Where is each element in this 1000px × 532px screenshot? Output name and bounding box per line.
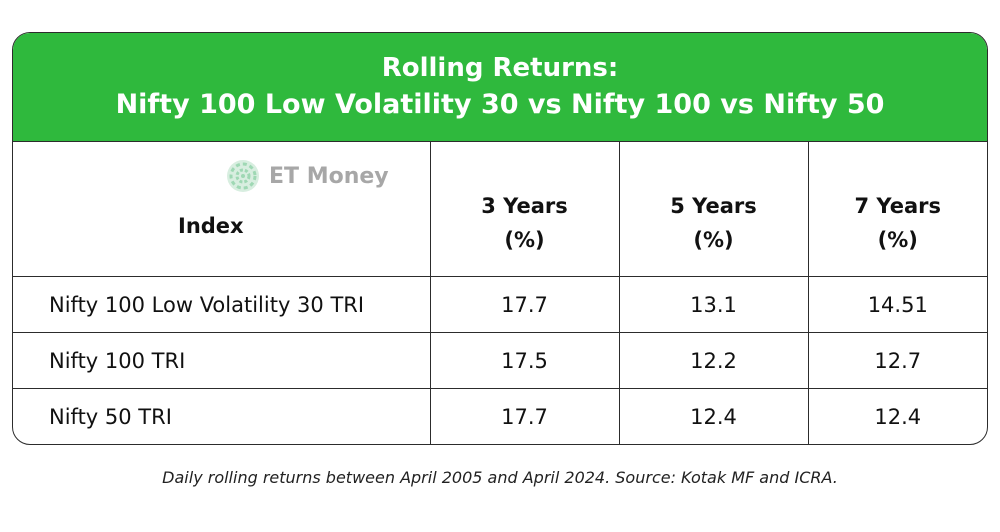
title-line-2: Nifty 100 Low Volatility 30 vs Nifty 100… (115, 89, 885, 120)
returns-table-card: Rolling Returns: Nifty 100 Low Volatilit… (12, 32, 988, 445)
row-3y-value: 17.7 (430, 388, 620, 444)
source-footnote: Daily rolling returns between April 2005… (162, 468, 838, 487)
et-money-logo-icon (227, 160, 259, 192)
row-3y-value: 17.5 (430, 332, 620, 389)
header-5-years-line1: 5 Years (670, 194, 757, 218)
row-7y-value: 12.7 (808, 332, 987, 389)
header-index-label: Index (178, 214, 244, 238)
row-index-name: Nifty 100 TRI (13, 332, 431, 389)
title-banner: Rolling Returns: Nifty 100 Low Volatilit… (13, 33, 987, 141)
table-row: Nifty 100 TRI 17.5 12.2 12.7 (13, 332, 987, 389)
row-3y-value: 17.7 (430, 276, 620, 333)
header-index: ET Money Index (13, 141, 431, 277)
header-5-years-line2: (%) (693, 228, 734, 252)
header-7-years-line2: (%) (877, 228, 918, 252)
table-row: Nifty 50 TRI 17.7 12.4 12.4 (13, 388, 987, 444)
table-row: Nifty 100 Low Volatility 30 TRI 17.7 13.… (13, 276, 987, 333)
header-7-years-line1: 7 Years (854, 194, 941, 218)
header-7-years: 7 Years (%) (808, 141, 987, 277)
header-3-years-line1: 3 Years (481, 194, 568, 218)
row-5y-value: 13.1 (619, 276, 809, 333)
et-money-logo: ET Money (225, 158, 389, 194)
title-line-1: Rolling Returns: (381, 53, 619, 83)
header-3-years: 3 Years (%) (430, 141, 620, 277)
returns-table: ET Money Index 3 Years (%) 5 Years (%) 7… (13, 141, 987, 444)
header-5-years: 5 Years (%) (619, 141, 809, 277)
row-index-name: Nifty 100 Low Volatility 30 TRI (13, 276, 431, 333)
table-header-row: ET Money Index 3 Years (%) 5 Years (%) 7… (13, 141, 987, 277)
row-5y-value: 12.4 (619, 388, 809, 444)
row-7y-value: 14.51 (808, 276, 987, 333)
row-7y-value: 12.4 (874, 404, 922, 429)
row-5y-value: 12.2 (619, 332, 809, 389)
header-3-years-line2: (%) (504, 228, 545, 252)
row-index-name: Nifty 50 TRI (13, 388, 431, 444)
et-money-logo-text: ET Money (269, 163, 389, 189)
